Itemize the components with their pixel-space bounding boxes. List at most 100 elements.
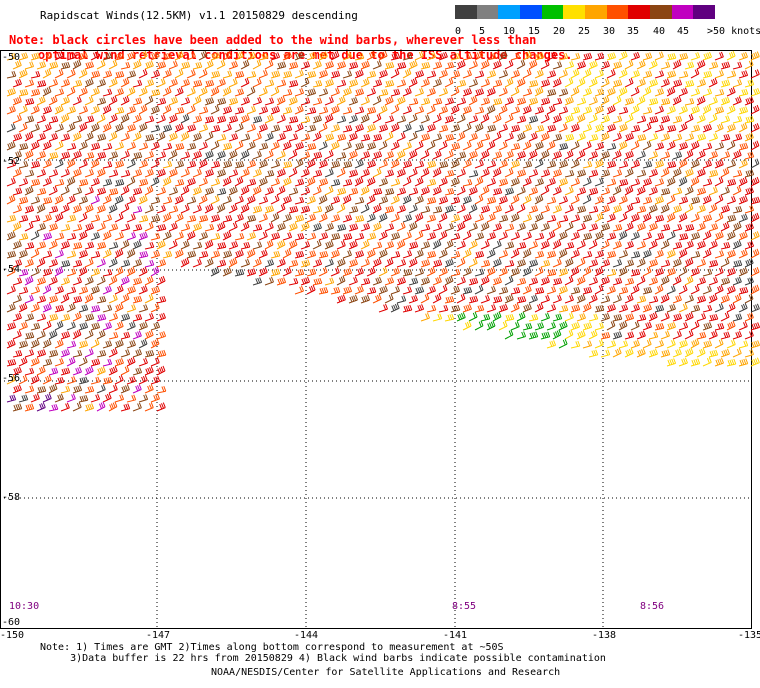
wind-barb (450, 142, 461, 151)
wind-barb (348, 205, 359, 214)
wind-barb (522, 105, 532, 115)
wind-barb (180, 61, 191, 70)
wind-barb (96, 78, 106, 88)
wind-barb (96, 258, 106, 268)
wind-barb (720, 151, 731, 160)
wind-barb (42, 68, 52, 79)
wind-barb (360, 78, 370, 88)
wind-barb (138, 357, 148, 367)
wind-barb (54, 285, 64, 295)
wind-barb (102, 285, 112, 295)
wind-barb (540, 312, 550, 322)
wind-barb (102, 304, 113, 313)
legend-label: >50 knots (707, 26, 760, 37)
wind-barb (270, 52, 281, 61)
wind-barb (330, 214, 341, 223)
wind-barb (450, 104, 460, 115)
wind-barb (642, 140, 652, 151)
wind-barb (366, 267, 376, 277)
legend-swatch (563, 5, 586, 19)
wind-barb (252, 115, 263, 124)
wind-barb (618, 123, 628, 133)
wind-barb (306, 250, 317, 259)
wind-barb (534, 178, 544, 187)
wind-barb (456, 293, 466, 304)
wind-barb (282, 232, 293, 241)
wind-barb (18, 105, 28, 115)
wind-barb (294, 196, 305, 205)
wind-barb (630, 196, 641, 205)
wind-barb (336, 115, 347, 124)
wind-barb (18, 214, 29, 223)
wind-barb (654, 304, 665, 313)
wind-barb (594, 212, 604, 223)
wind-barb (120, 239, 130, 250)
wind-barb (132, 60, 142, 70)
wind-barb (606, 303, 616, 313)
wind-barb (156, 186, 166, 196)
wind-barb (186, 124, 197, 133)
wind-barb (126, 141, 136, 151)
wind-barb (360, 277, 371, 286)
wind-barb (390, 195, 400, 205)
wind-barb (366, 232, 377, 241)
wind-barb (750, 212, 760, 223)
wind-barb (696, 204, 706, 214)
wind-barb (336, 223, 347, 232)
wind-barb (600, 204, 610, 214)
wind-barb (240, 203, 250, 214)
wind-barb (600, 169, 611, 178)
wind-barb (342, 194, 352, 205)
wind-barb (552, 313, 563, 322)
wind-barb (30, 105, 40, 115)
wind-barb (654, 124, 665, 133)
wind-barb (42, 141, 52, 151)
wind-barb (312, 169, 323, 178)
wind-barb (24, 61, 35, 70)
wind-barb (474, 88, 485, 97)
wind-barb (312, 60, 322, 70)
wind-barb (378, 140, 388, 151)
wind-barb (294, 285, 304, 295)
wind-barb (300, 97, 311, 106)
wind-barb (540, 114, 550, 124)
wind-barb (516, 277, 527, 286)
wind-barb (468, 311, 478, 322)
wind-barb (702, 195, 712, 205)
wind-barb (354, 215, 365, 223)
wind-barb (426, 232, 437, 241)
wind-barb (462, 320, 472, 331)
wind-barb (690, 88, 701, 97)
wind-barb (324, 277, 335, 286)
wind-barb (246, 248, 256, 259)
wind-barb (84, 204, 94, 214)
wind-barb (702, 322, 713, 331)
wind-barb (78, 141, 88, 151)
wind-barb (486, 140, 496, 151)
wind-barb (750, 176, 760, 187)
wind-barb (540, 259, 551, 268)
wind-barb (90, 268, 100, 277)
wind-barb (222, 195, 232, 205)
wind-barb (612, 115, 623, 124)
wind-barb (594, 195, 604, 205)
legend-label: 10 (503, 26, 516, 37)
wind-barb (96, 276, 106, 286)
wind-barb (72, 223, 83, 232)
wind-barb (12, 240, 22, 250)
wind-barb (474, 268, 485, 277)
wind-barb (144, 222, 154, 232)
legend-swatch (476, 5, 499, 19)
wind-barb (384, 61, 395, 70)
wind-barb (180, 151, 191, 160)
wind-barb (144, 204, 154, 214)
wind-barb (618, 212, 628, 223)
wind-barb (648, 204, 658, 214)
wind-barb (492, 223, 502, 232)
wind-barb (222, 214, 233, 223)
wind-barb (468, 240, 478, 250)
wind-barb (24, 385, 35, 394)
wind-barb (540, 185, 550, 196)
wind-barb (96, 401, 106, 412)
wind-barb (546, 340, 557, 349)
